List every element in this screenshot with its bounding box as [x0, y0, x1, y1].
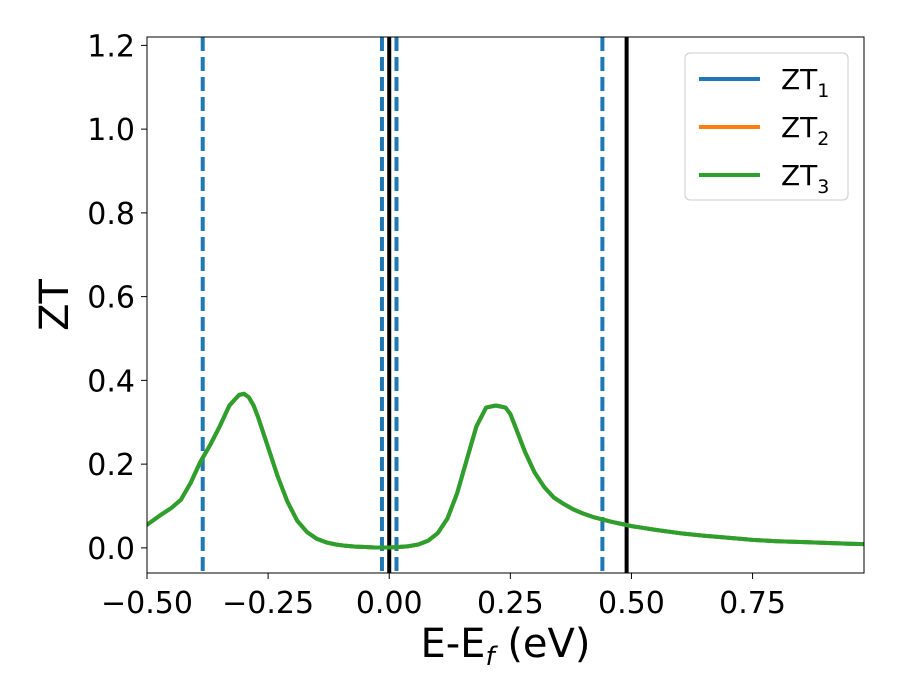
x-axis-label: E-Ef (eV)	[420, 621, 590, 672]
y-tick-label: 0.8	[87, 197, 135, 232]
series-line-zt3	[147, 391, 864, 550]
y-tick-label: 0.4	[87, 364, 135, 399]
series-line-zt1	[147, 391, 864, 550]
axes-frame	[146, 36, 865, 574]
legend-box	[684, 52, 849, 201]
legend: ZT1 ZT2 ZT3	[684, 52, 849, 201]
x-axis-label-base: E-E	[420, 621, 485, 667]
legend-label: ZT1	[781, 63, 829, 102]
x-tick-label: 0.00	[356, 586, 423, 621]
y-tick-label: 0.0	[87, 532, 135, 567]
series-lines	[147, 391, 864, 550]
y-tick-label: 0.6	[87, 281, 135, 316]
y-axis-ticks: 0.0 0.2 0.4 0.6 0.8 1.0 1.2	[87, 29, 147, 567]
series-line-zt2	[147, 391, 864, 550]
y-tick-label: 1.2	[87, 29, 135, 64]
reference-lines	[200, 37, 629, 573]
legend-label: ZT2	[781, 111, 829, 150]
y-tick-label: 1.0	[87, 113, 135, 148]
x-tick-label: 0.75	[719, 586, 786, 621]
x-tick-label: 0.50	[598, 586, 665, 621]
x-axis-label-unit: (eV)	[495, 621, 591, 667]
y-axis-label: ZT	[32, 279, 78, 331]
y-tick-label: 0.2	[87, 448, 135, 483]
x-tick-label: −0.50	[101, 586, 193, 621]
x-tick-label: −0.25	[222, 586, 314, 621]
legend-label: ZT3	[781, 159, 829, 198]
x-tick-label: 0.25	[477, 586, 544, 621]
x-axis-ticks: −0.50 −0.25 0.00 0.25 0.50 0.75	[101, 573, 786, 621]
